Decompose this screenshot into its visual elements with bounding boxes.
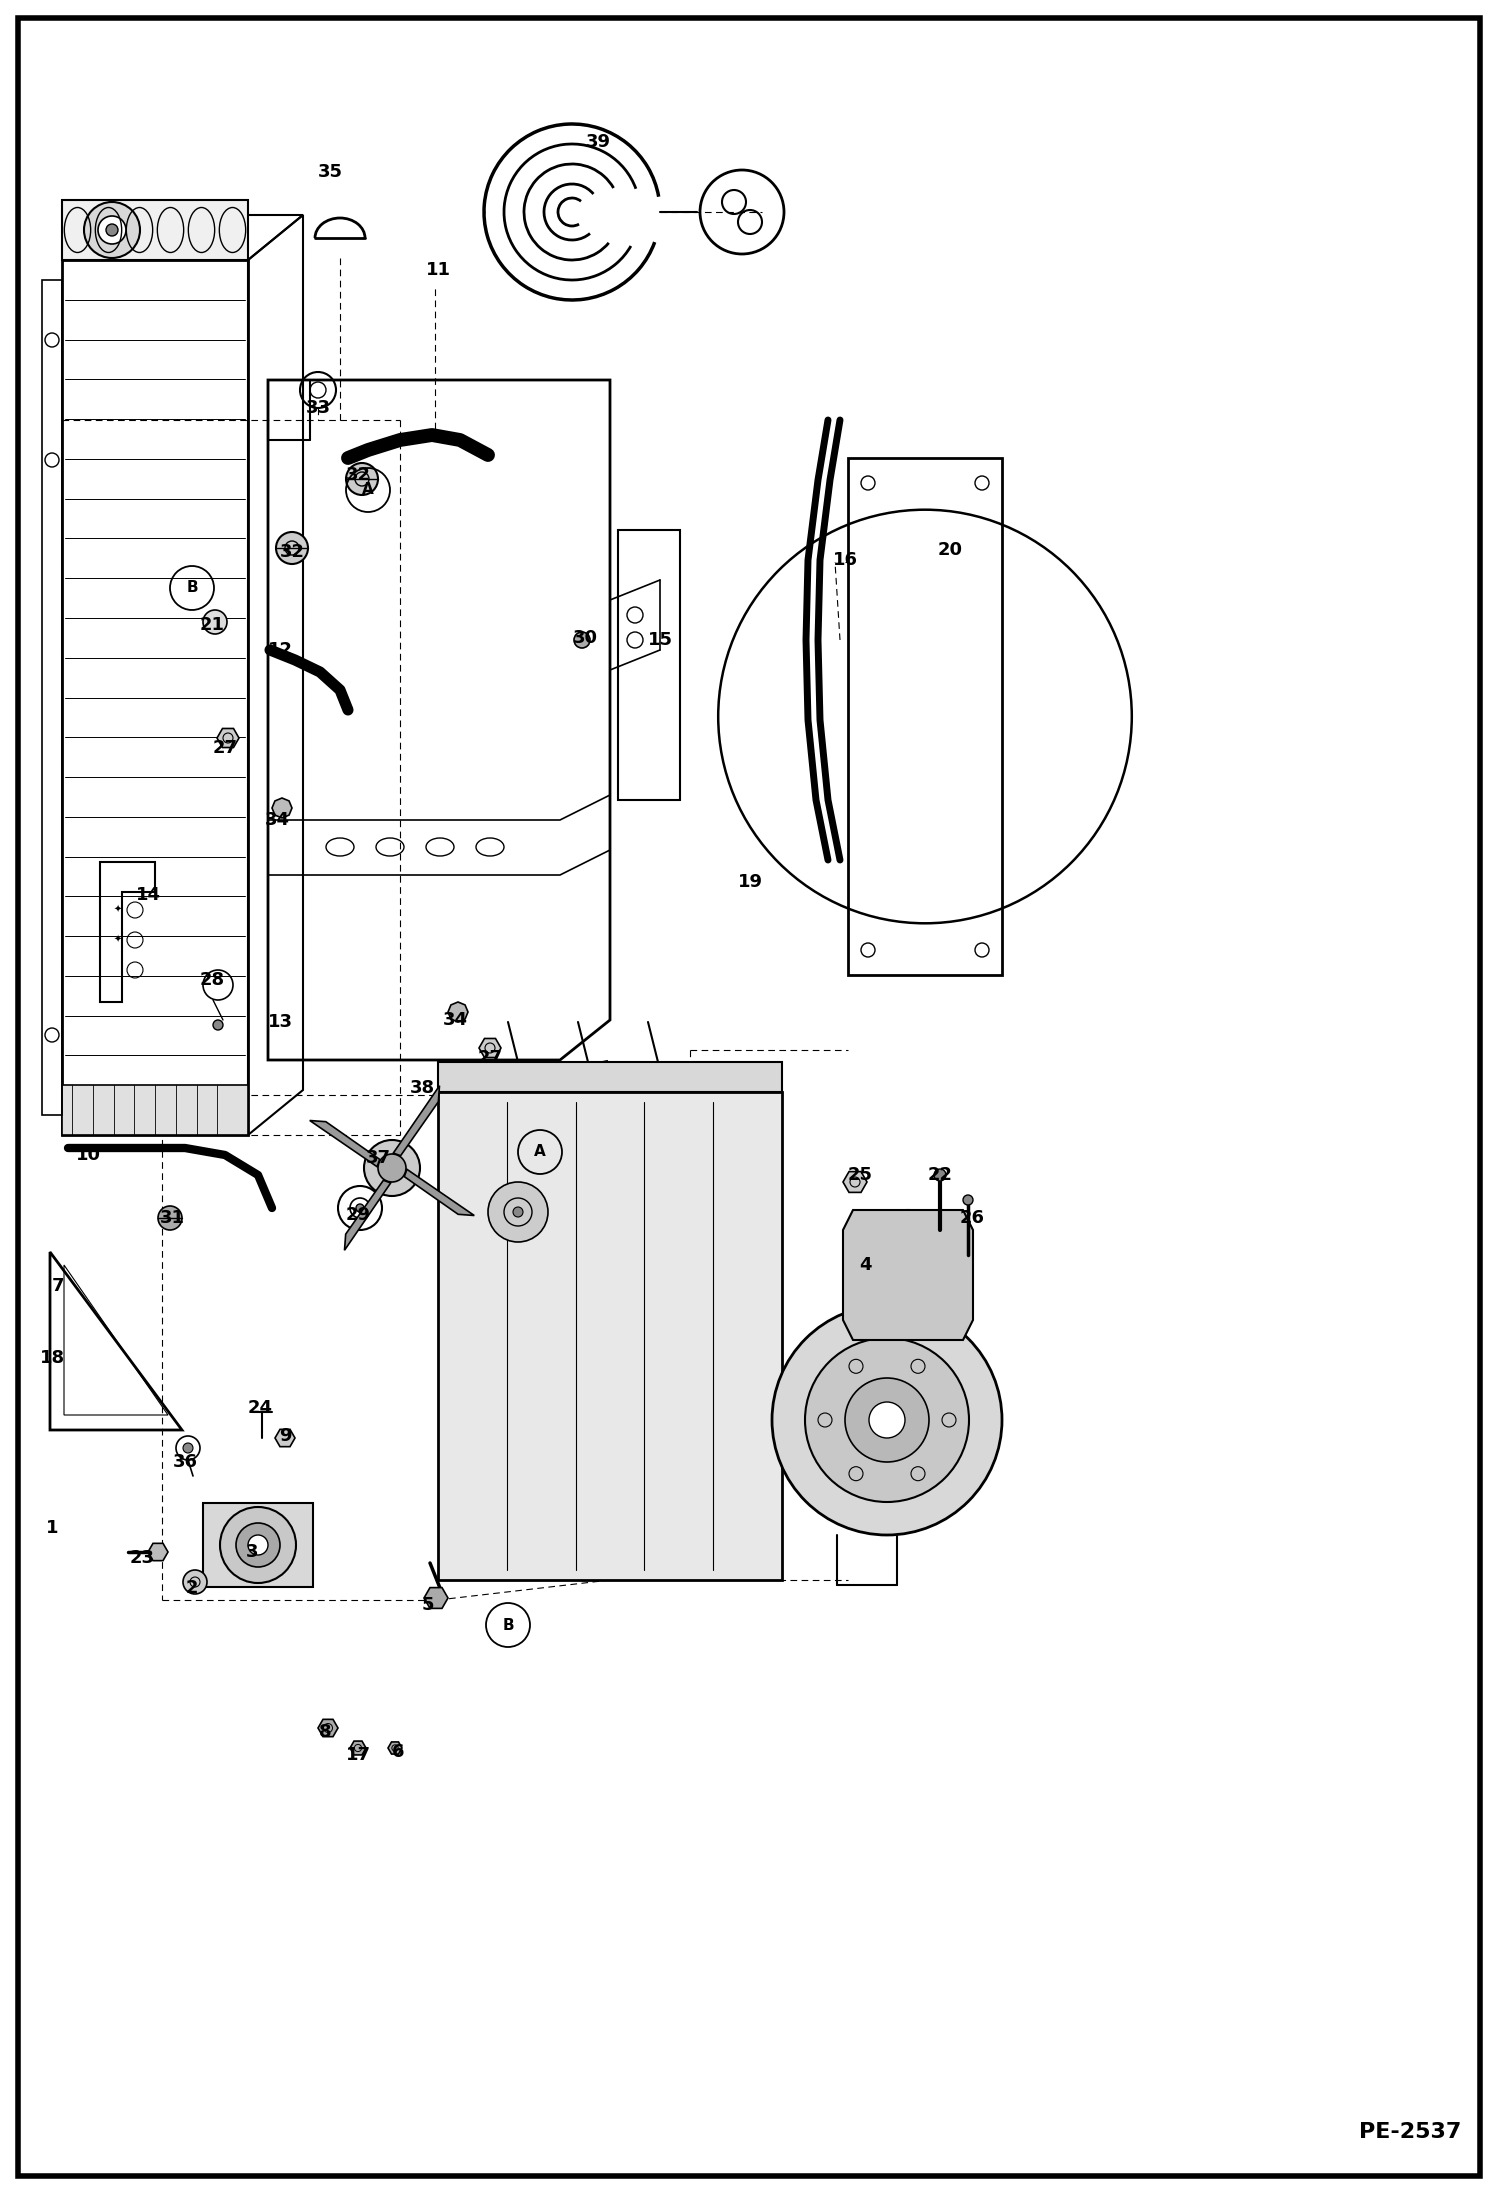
Polygon shape — [217, 728, 240, 748]
Text: 30: 30 — [572, 630, 598, 647]
Polygon shape — [448, 1003, 467, 1022]
Text: 13: 13 — [268, 1014, 292, 1031]
Circle shape — [97, 215, 126, 244]
Text: 4: 4 — [858, 1255, 872, 1275]
Polygon shape — [394, 1086, 439, 1156]
Text: 28: 28 — [199, 972, 225, 989]
Text: 12: 12 — [268, 641, 292, 658]
Polygon shape — [345, 1180, 391, 1251]
Text: 27: 27 — [478, 1049, 502, 1066]
Circle shape — [804, 1338, 969, 1503]
Text: 14: 14 — [135, 886, 160, 904]
Text: ✦: ✦ — [114, 935, 121, 946]
Text: ✦: ✦ — [114, 904, 121, 915]
Text: 7: 7 — [52, 1277, 64, 1294]
Polygon shape — [276, 1428, 295, 1446]
Circle shape — [771, 1305, 1002, 1536]
Text: 37: 37 — [366, 1150, 391, 1167]
Text: 23: 23 — [129, 1549, 154, 1567]
Text: 19: 19 — [737, 873, 762, 891]
Circle shape — [346, 463, 377, 496]
Polygon shape — [148, 1542, 168, 1560]
Text: 38: 38 — [409, 1079, 434, 1097]
Text: 3: 3 — [246, 1542, 258, 1560]
Polygon shape — [424, 1588, 448, 1608]
Text: A: A — [363, 483, 374, 498]
Text: 18: 18 — [39, 1349, 64, 1367]
Circle shape — [845, 1378, 929, 1461]
Text: B: B — [502, 1617, 514, 1632]
Circle shape — [364, 1141, 419, 1196]
Circle shape — [106, 224, 118, 237]
Text: 36: 36 — [172, 1452, 198, 1470]
Text: 39: 39 — [586, 134, 611, 151]
Circle shape — [377, 1154, 406, 1183]
Polygon shape — [61, 200, 249, 261]
Circle shape — [276, 531, 309, 564]
Polygon shape — [404, 1169, 475, 1215]
Text: 24: 24 — [247, 1400, 273, 1417]
Circle shape — [357, 1205, 364, 1211]
Text: 35: 35 — [318, 162, 343, 180]
Circle shape — [249, 1536, 268, 1556]
Text: 32: 32 — [280, 542, 304, 562]
Polygon shape — [318, 1720, 339, 1738]
Text: 34: 34 — [442, 1011, 467, 1029]
Polygon shape — [351, 1742, 366, 1755]
Circle shape — [204, 610, 228, 634]
Polygon shape — [273, 799, 292, 818]
Text: 27: 27 — [213, 739, 238, 757]
Circle shape — [488, 1183, 548, 1242]
Text: 10: 10 — [75, 1145, 100, 1165]
Circle shape — [237, 1523, 280, 1567]
Circle shape — [933, 1169, 947, 1180]
Circle shape — [890, 1257, 926, 1292]
Polygon shape — [437, 1062, 782, 1093]
Text: 2: 2 — [186, 1580, 198, 1597]
Polygon shape — [388, 1742, 401, 1753]
Text: 22: 22 — [927, 1165, 953, 1185]
Text: PE-2537: PE-2537 — [1359, 2122, 1461, 2141]
Ellipse shape — [852, 1211, 963, 1341]
Circle shape — [866, 1233, 950, 1316]
Polygon shape — [437, 1093, 782, 1580]
Text: 15: 15 — [647, 632, 673, 649]
Text: 8: 8 — [319, 1722, 331, 1742]
Circle shape — [574, 632, 590, 647]
Text: 34: 34 — [265, 812, 289, 829]
Text: 32: 32 — [346, 465, 370, 485]
Text: 1: 1 — [46, 1518, 58, 1538]
Text: 26: 26 — [960, 1209, 984, 1226]
Text: 25: 25 — [848, 1165, 872, 1185]
Text: A: A — [535, 1145, 545, 1158]
Text: 29: 29 — [346, 1207, 370, 1224]
Text: 17: 17 — [346, 1746, 370, 1764]
Polygon shape — [479, 1038, 500, 1058]
Circle shape — [963, 1196, 974, 1205]
Text: 20: 20 — [938, 542, 963, 559]
Circle shape — [84, 202, 139, 259]
Circle shape — [157, 1207, 181, 1231]
Text: 9: 9 — [279, 1426, 291, 1446]
Polygon shape — [204, 1503, 313, 1586]
Text: 31: 31 — [159, 1209, 184, 1226]
Circle shape — [869, 1402, 905, 1437]
Circle shape — [512, 1207, 523, 1218]
Circle shape — [183, 1444, 193, 1452]
Text: B: B — [186, 581, 198, 595]
Polygon shape — [843, 1211, 974, 1341]
Polygon shape — [843, 1172, 867, 1191]
Text: 33: 33 — [306, 399, 331, 417]
Polygon shape — [310, 1121, 379, 1167]
Text: 16: 16 — [833, 551, 857, 568]
Circle shape — [183, 1571, 207, 1595]
Polygon shape — [61, 1086, 249, 1134]
Text: 6: 6 — [392, 1742, 404, 1762]
Text: 21: 21 — [199, 617, 225, 634]
Text: 5: 5 — [422, 1595, 434, 1615]
Circle shape — [213, 1020, 223, 1029]
Text: 11: 11 — [425, 261, 451, 279]
Circle shape — [220, 1507, 297, 1584]
